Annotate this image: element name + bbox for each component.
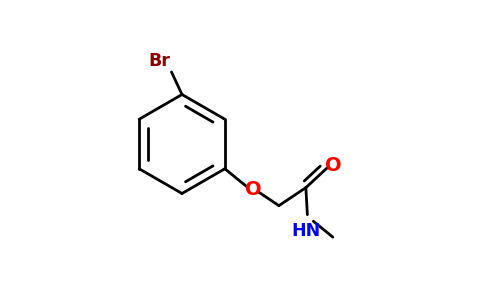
Text: O: O <box>325 156 342 175</box>
Text: O: O <box>245 180 262 199</box>
Text: Br: Br <box>148 52 170 70</box>
Text: HN: HN <box>291 222 320 240</box>
